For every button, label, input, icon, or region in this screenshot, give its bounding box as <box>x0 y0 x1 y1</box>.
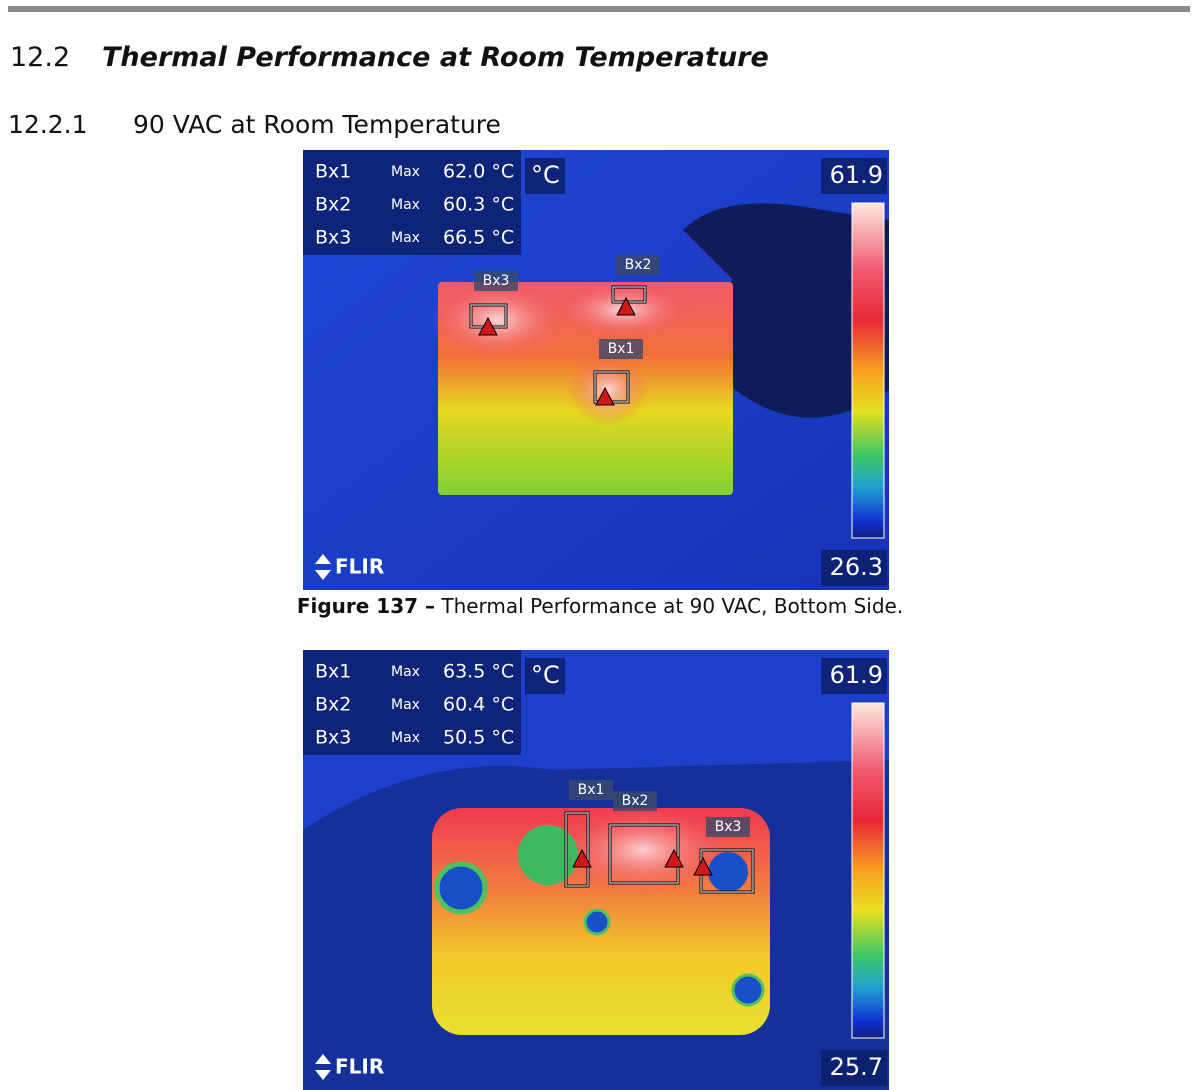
marker-label-bg <box>706 817 750 837</box>
marker-triangle <box>595 386 615 406</box>
unit: °C <box>531 661 560 689</box>
marker-label-bg <box>474 271 518 291</box>
marker-label-bg <box>599 339 643 359</box>
unit-bg <box>525 158 565 194</box>
marker-triangle <box>664 848 684 868</box>
marker-label-bg <box>569 780 613 800</box>
stat-name: Max <box>391 697 420 713</box>
unit-bg <box>525 658 565 694</box>
top-rule <box>8 6 1190 12</box>
marker-label-bg <box>613 791 657 811</box>
section-number: 12.2 <box>10 42 71 73</box>
box-name: Bx1 <box>315 661 351 683</box>
stat-name: Max <box>391 730 420 746</box>
hotspot <box>568 355 648 425</box>
shadow <box>683 203 889 418</box>
hole <box>708 852 748 892</box>
scale-max: 61.9 <box>830 161 883 189</box>
hole <box>731 973 765 1007</box>
color-bar <box>851 202 885 539</box>
brand: FLIR <box>335 1055 384 1079</box>
thermal-svg: Bx1 Max 62.0 °C Bx2 Max 60.3 °C Bx3 Max 66.5 °C °… <box>303 150 889 590</box>
scale-min: 25.7 <box>830 1053 883 1081</box>
reading: 60.4 °C <box>443 694 514 716</box>
scale-min: 26.3 <box>830 553 883 581</box>
box-name: Bx2 <box>315 194 351 216</box>
marker-label: Bx3 <box>715 819 742 835</box>
marker-label: Bx2 <box>622 793 649 809</box>
marker-box-inner <box>609 824 679 884</box>
hole <box>518 825 578 885</box>
reading: 62.0 °C <box>443 161 514 183</box>
reading: 50.5 °C <box>443 727 514 749</box>
marker-triangle <box>693 856 713 876</box>
reading: 66.5 °C <box>443 227 514 249</box>
marker-label-bg <box>616 255 660 275</box>
hole <box>434 861 488 915</box>
marker-label: Bx1 <box>608 341 635 357</box>
max-bg <box>821 658 887 694</box>
box-name: Bx1 <box>315 161 351 183</box>
hotspot <box>428 280 568 360</box>
box-name: Bx3 <box>315 727 351 749</box>
min-bg <box>821 1050 887 1086</box>
marker-triangle <box>616 296 636 316</box>
hole <box>583 908 611 936</box>
caption: Figure 137 – Thermal Performance at 90 V… <box>0 594 1200 618</box>
readout-panel <box>303 150 521 255</box>
logo-icon <box>315 554 331 580</box>
caption-label: Figure 137 – <box>296 594 435 618</box>
logo-icon <box>315 1054 331 1080</box>
box-name: Bx2 <box>315 694 351 716</box>
subsection-title: 90 VAC at Room Temperature <box>133 110 501 139</box>
hotspot <box>553 805 733 895</box>
stat-name: Max <box>391 197 420 213</box>
unit: °C <box>531 161 560 189</box>
reading: 63.5 °C <box>443 661 514 683</box>
marker-triangle <box>478 316 498 336</box>
stat-name: Max <box>391 164 420 180</box>
thermal-image: Bx1 Max 62.0 °C Bx2 Max 60.3 °C Bx3 Max 66.5 °C °… <box>303 150 889 590</box>
color-bar <box>851 702 885 1039</box>
caption-text: Thermal Performance at 90 VAC, Bottom Si… <box>441 594 904 618</box>
marker-label: Bx1 <box>578 782 605 798</box>
marker-box-inner <box>565 812 589 887</box>
max-bg <box>821 158 887 194</box>
marker-box-inner <box>612 286 646 303</box>
min-bg <box>821 550 887 586</box>
stat-name: Max <box>391 230 420 246</box>
brand: FLIR <box>335 555 384 579</box>
box-name: Bx3 <box>315 227 351 249</box>
section-title: Thermal Performance at Room Temperature <box>102 42 769 73</box>
marker-label: Bx2 <box>625 257 652 273</box>
stat-name: Max <box>391 664 420 680</box>
readout-panel <box>303 650 521 755</box>
scale-max: 61.9 <box>830 661 883 689</box>
marker-label: Bx3 <box>483 273 510 289</box>
reading: 60.3 °C <box>443 194 514 216</box>
marker-triangle <box>572 848 592 868</box>
thermal-svg: Bx1 Max 63.5 °C Bx2 Max 60.4 °C Bx3 Max 50.5 °C °… <box>303 650 889 1090</box>
thermal-image: Bx1 Max 63.5 °C Bx2 Max 60.4 °C Bx3 Max 50.5 °C °… <box>303 650 889 1090</box>
subsection-number: 12.2.1 <box>8 110 88 139</box>
